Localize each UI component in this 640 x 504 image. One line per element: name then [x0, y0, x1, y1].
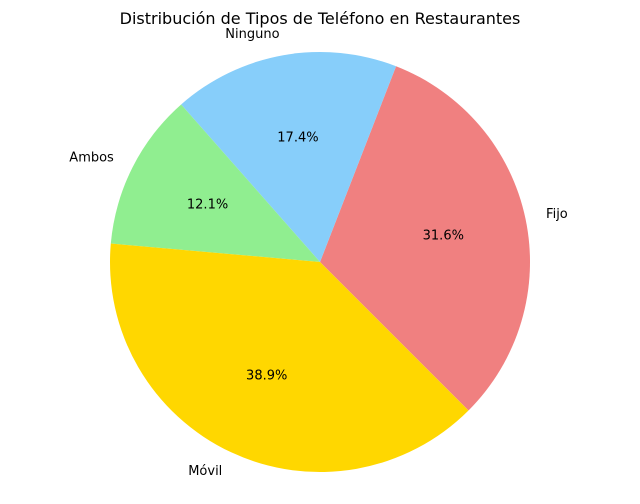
pie-slices: [109, 52, 531, 473]
category-label-movil: Móvil: [188, 464, 222, 479]
pie-slice-ambos: [110, 104, 320, 262]
category-label-fijo: Fijo: [546, 207, 568, 222]
pie-slice-fijo: [320, 66, 531, 411]
pie-labels: Fijo 31.6% Ninguno 17.4% Ambos 12.1% Móvil 38.9…: [69, 27, 568, 479]
category-label-ambos: Ambos: [69, 150, 114, 165]
percent-label-fijo: 31.6%: [423, 229, 464, 244]
percent-label-ambos: 12.1%: [187, 198, 228, 213]
category-label-ninguno: Ninguno: [225, 27, 279, 42]
pie-slice-movil: [109, 243, 469, 473]
pie-slice-ninguno: [181, 52, 397, 262]
percent-label-ninguno: 17.4%: [277, 130, 318, 145]
chart-title: Distribución de Tipos de Teléfono en Res…: [120, 9, 521, 28]
percent-label-movil: 38.9%: [246, 369, 287, 384]
